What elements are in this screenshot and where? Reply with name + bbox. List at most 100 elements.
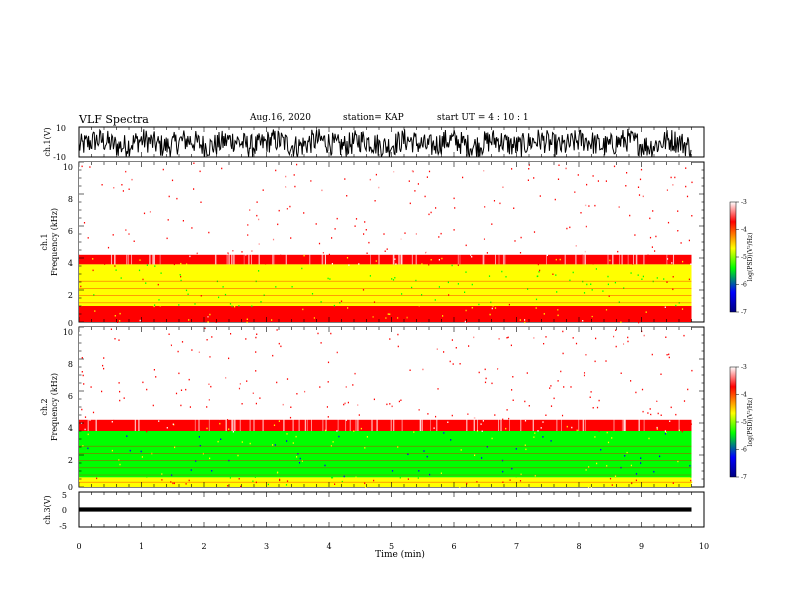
ch2-spectrogram-cell [455,347,457,349]
ch2-spectrogram-cell [114,338,116,340]
ch2-spectrogram-cell [255,336,257,339]
ch1-spectrogram-cell [570,168,573,171]
ch1-spectrogram-cell [671,262,673,264]
ch2-spectrogram-cell [578,465,581,467]
ch2-spectrogram-cell [635,473,638,475]
ch2-spectrogram-cell [155,449,157,452]
ch2-spectrogram-cell [626,451,628,454]
ch1-spectrogram-cell [630,272,632,274]
ch1-spectrogram-cell [160,272,162,274]
ch1-spectrogram-cell [495,294,497,296]
ch1-spectrogram-cell [391,278,393,280]
ch1-spectrogram-cell [363,233,365,235]
ch2-spectrogram-cell [81,469,83,472]
ch2-spectrogram-cell [616,383,619,385]
ch1-spectrogram-cell [408,180,410,182]
ch2-spectrogram-cell [297,406,299,409]
ch1-spectrogram-cell [535,195,537,198]
ch1-spectrogram-cell [415,279,417,282]
ch1-spectrogram-cell [126,173,128,176]
ch2-spectrogram-cell [177,350,179,353]
x-tick-label: 1 [139,542,144,551]
ch2-spectrogram-cell [630,380,632,382]
ch2-spectrogram-cell [101,449,103,452]
ch1-spectrogram-cell [370,273,373,276]
ch1-spectrogram-cell [680,242,682,244]
ch2-spectrogram-cell [414,472,416,474]
ch1-spectrogram-cell [409,314,411,317]
ch2-spectrogram-cell [155,356,157,358]
ch1-spectrogram-cell [276,191,278,193]
ch2-spectrogram-cell [238,425,241,427]
ch1-spectrogram-cell [628,235,630,237]
ch1-spectrogram-cell [518,238,520,240]
ch2-spectrogram-cell [94,363,96,366]
ch1-spectrogram-cell [691,181,693,184]
ch2-spectrogram-cell [611,364,613,367]
ch1-spectrogram-cell [538,271,540,273]
ch1-spectrogram-cell [85,311,88,314]
ch1-spectrogram-cell [535,298,538,301]
ch1-spectrogram-cell [134,279,136,282]
ch1-spectrogram-cell [671,277,673,280]
ch2-spectrogram-cell [493,405,495,408]
ch1-spectrogram-cell [116,266,118,269]
ch2-spectrogram-cell [170,403,172,405]
ch1-spectrogram-cell [125,229,127,231]
ch2-spectrogram-cell [169,377,171,380]
ch2-spectrogram-cell [324,429,327,432]
ch2-spectrogram-cell [583,374,585,377]
ch2-spectrogram-cell [143,391,145,393]
ch2-spectrogram-cell [527,485,529,488]
ch2-spectrogram-cell [597,362,599,364]
ch2-spectrogram-cell [111,334,113,336]
ch2-spectrogram-cell [167,413,169,415]
ch2-spectrogram-cell [146,388,148,391]
ch2-spectrogram-cell [132,397,135,399]
ch3-ytick-top: 5 [62,491,67,500]
ch2-spectrogram-cell [679,400,681,402]
ch2-spectrogram-cell [127,428,129,430]
ch1-spectrogram-cell [366,252,368,254]
ch1-spectrogram-cell [448,294,450,296]
ch2-spectrogram-cell [197,372,199,375]
ch2-spectrogram-cell [481,371,483,374]
ch1-spectrogram-cell [420,166,422,169]
ch1-spectrogram-cell [185,315,187,318]
ch2-spectrogram-cell [290,472,292,474]
ch1-spectrogram-cell [586,283,588,286]
ch1-spectrogram-cell [491,217,493,220]
x-tick-label: 3 [264,542,269,551]
ch1-spectrogram-cell [659,315,661,317]
ch2-spectrogram-cell [506,409,508,411]
ch2-spectrogram-cell [126,435,128,437]
ch2-spectrogram-cell [407,478,409,480]
ch1-spectrogram-cell [193,288,195,290]
ch1-spectrogram-cell [253,185,255,187]
ch2-spectrogram-cell [444,405,446,408]
ch1-spectrogram-cell [120,277,122,279]
ch2-spectrogram-cell [569,345,571,347]
ch1-spectrogram-cell [344,178,346,180]
ch2-spectrogram-cell [154,446,156,448]
ch1-spectrogram-cell [362,169,364,172]
ch1-spectrogram-cell [278,209,280,212]
ch1-spectrogram-cell [180,260,182,263]
ch2-spectrogram-cell [685,405,687,407]
ch1-spectrogram-cell [118,197,121,199]
ch1-spectrogram-cell [476,186,478,188]
ch1-spectrogram-cell [554,198,556,201]
ch1-spectrogram-cell [125,189,127,191]
ch2-spectrogram-cell [152,404,154,407]
ch1-spectrogram-cell [442,315,444,317]
ch1-spectrogram-cell [539,269,541,272]
ch1-spectrogram-cell [588,205,590,207]
ch1-spectrogram-cell [578,206,581,209]
ch1-spectrogram-cell [435,207,437,209]
ch1-spectrogram-cell [107,186,109,188]
ch1-spectrogram-cell [485,290,487,293]
ch1-spectrogram-cell [609,259,611,262]
ch2-spectrogram-cell [145,395,147,397]
ch1-spectrogram-cell [263,294,265,296]
ch1-spectrogram-cell [408,217,410,220]
